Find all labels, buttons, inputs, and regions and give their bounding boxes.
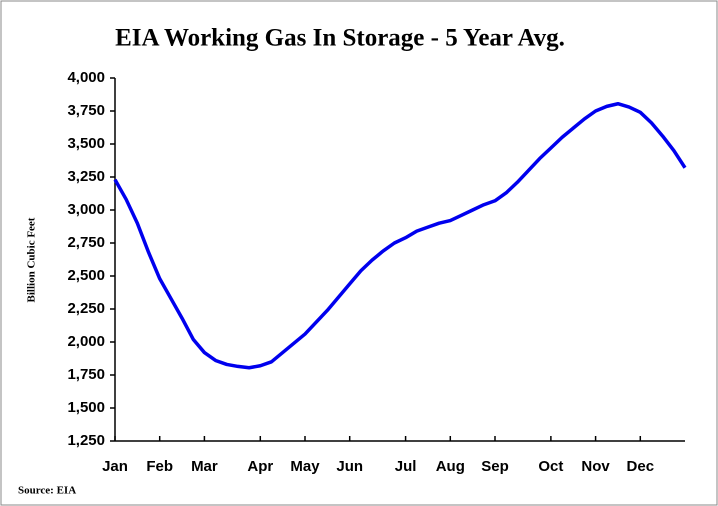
data-line bbox=[113, 101, 687, 370]
x-tick-label: Jan bbox=[102, 458, 128, 475]
y-tick-label: 3,250 bbox=[67, 168, 105, 185]
y-tick-label: 4,000 bbox=[67, 69, 105, 86]
y-tick-label: 2,500 bbox=[67, 267, 105, 284]
y-tick-label: 2,250 bbox=[67, 300, 105, 317]
y-tick-label: 1,500 bbox=[67, 399, 105, 416]
x-tick-label: Nov bbox=[581, 458, 610, 475]
y-axis-label: Billion Cubic Feet bbox=[26, 217, 38, 302]
x-tick-label: Oct bbox=[538, 458, 563, 475]
x-tick-label: Sep bbox=[481, 458, 509, 475]
source-note: Source: EIA bbox=[18, 485, 76, 497]
x-tick-label: Aug bbox=[436, 458, 465, 475]
y-tick-label: 1,250 bbox=[67, 432, 105, 449]
y-tick-label: 3,750 bbox=[67, 102, 105, 119]
x-tick-label: Jul bbox=[395, 458, 417, 475]
x-tick-label: Apr bbox=[247, 458, 273, 475]
x-tick-label: Feb bbox=[146, 458, 173, 475]
x-tick-label: Mar bbox=[191, 458, 218, 475]
y-tick-label: 3,500 bbox=[67, 135, 105, 152]
y-tick-label: 2,000 bbox=[67, 333, 105, 350]
x-tick-label: Jun bbox=[336, 458, 363, 475]
y-tick-label: 3,000 bbox=[67, 201, 105, 218]
chart-title: EIA Working Gas In Storage - 5 Year Avg. bbox=[115, 25, 565, 52]
x-tick-label: Dec bbox=[627, 458, 655, 475]
y-tick-label: 2,750 bbox=[67, 234, 105, 251]
x-tick-label: May bbox=[290, 458, 320, 475]
y-tick-label: 1,750 bbox=[67, 366, 105, 383]
